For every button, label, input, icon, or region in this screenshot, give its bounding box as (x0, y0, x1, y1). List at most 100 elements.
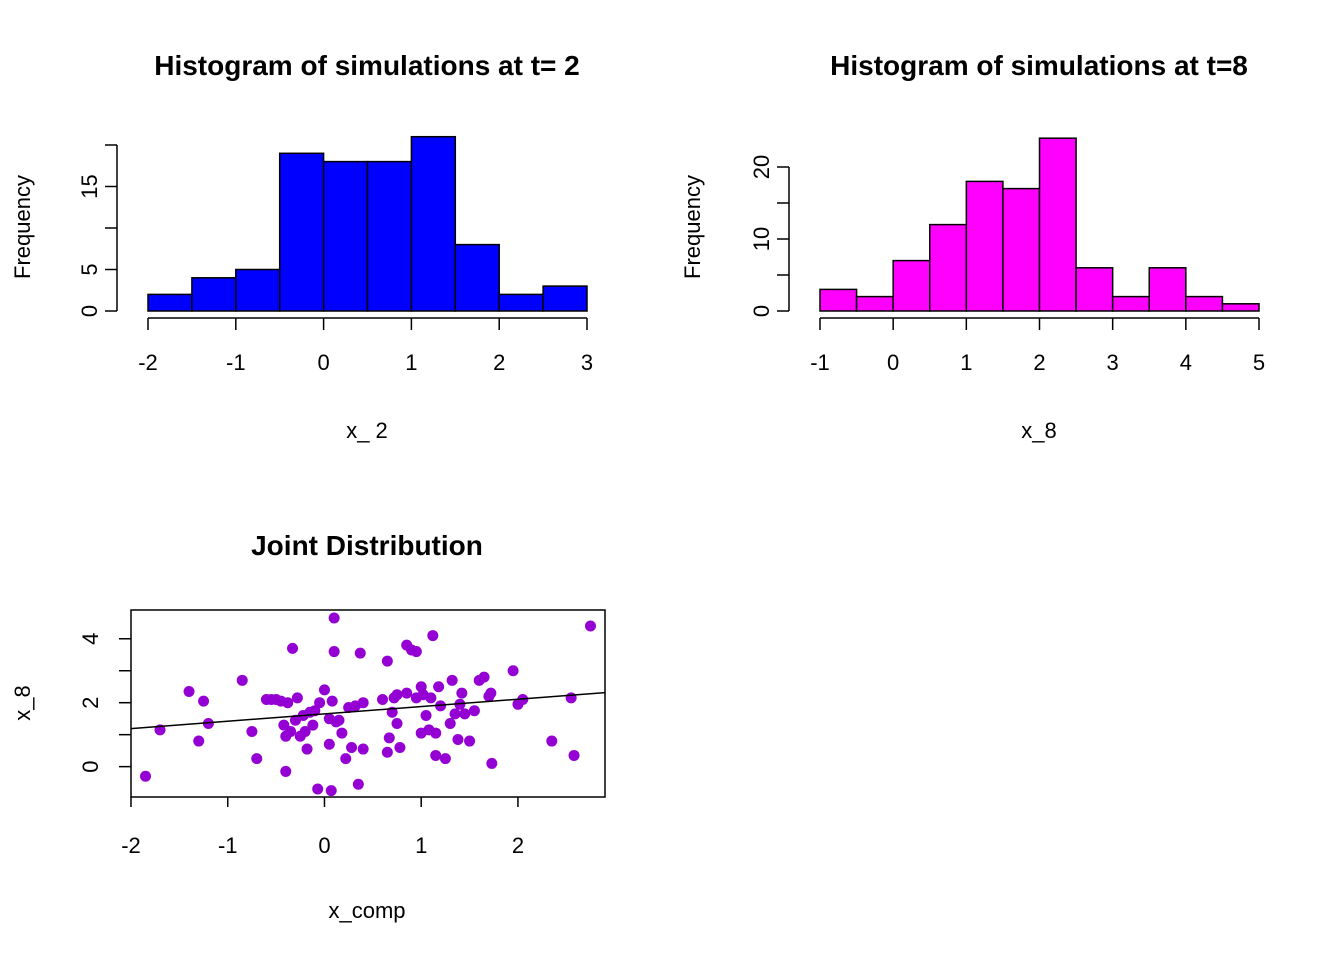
scatter-point (439, 753, 451, 765)
scatter-point (394, 741, 406, 753)
x-tick-label: 2 (493, 350, 505, 375)
x-tick-label: 5 (1253, 350, 1265, 375)
scatter-point (381, 655, 393, 667)
x-axis-label: x_comp (328, 898, 405, 923)
scatter-point (246, 725, 258, 737)
y-tick-label: 4 (78, 633, 103, 645)
histogram-bar (366, 160, 413, 312)
histogram-bar (1038, 137, 1077, 312)
scatter-point (328, 646, 340, 658)
histogram-bar (965, 180, 1004, 312)
scatter-point (565, 692, 577, 704)
scatter-point (251, 753, 263, 765)
x-tick-label: 1 (415, 833, 427, 858)
histogram-bar (819, 288, 858, 312)
scatter-point (425, 692, 437, 704)
scatter-point (464, 735, 476, 747)
scatter-point (357, 697, 369, 709)
x-tick-label: -1 (810, 350, 830, 375)
histogram-bar (1148, 267, 1187, 312)
y-tick-label: 10 (749, 227, 774, 251)
scatter-point (183, 686, 195, 698)
scatter-point (312, 783, 324, 795)
plot-frame (130, 609, 606, 798)
histogram-bar (454, 243, 500, 312)
scatter-point (326, 695, 338, 707)
scatter-point (346, 741, 358, 753)
scatter-point (299, 725, 311, 737)
scatter-point (420, 709, 432, 721)
scatter-point (307, 719, 319, 731)
scatter-point (584, 620, 596, 632)
scatter-point (468, 705, 480, 717)
scatter-point (280, 765, 292, 777)
scatter-point (309, 705, 321, 717)
histogram-bar (322, 160, 369, 312)
y-tick-label: 2 (78, 697, 103, 709)
scatter-point (282, 697, 294, 709)
x-axis-label: x_8 (1021, 418, 1056, 443)
scatter-point (140, 770, 152, 782)
scatter-point (401, 687, 413, 699)
scatter-point (352, 778, 364, 790)
scatter-point (193, 735, 205, 747)
histogram-bar (191, 277, 237, 312)
x-tick-label: 0 (318, 833, 330, 858)
histogram-bar (892, 259, 931, 312)
scatter-point (381, 746, 393, 758)
scatter-point (435, 700, 447, 712)
x-tick-label: 4 (1180, 350, 1192, 375)
histogram-bar (1221, 303, 1260, 312)
y-tick-label: 0 (78, 761, 103, 773)
x-tick-label: 0 (887, 350, 899, 375)
scatter-point (377, 694, 389, 706)
chart-title: Histogram of simulations at t=8 (830, 50, 1248, 81)
histogram-bar (235, 268, 281, 312)
scatter-point (459, 708, 471, 720)
scatter-point (287, 642, 299, 654)
histogram-bar (410, 135, 457, 312)
x-tick-label: -2 (138, 350, 158, 375)
histogram-bar (1185, 295, 1224, 312)
regression-line (131, 691, 605, 730)
x-tick-label: 3 (1107, 350, 1119, 375)
x-tick-label: -2 (121, 833, 141, 858)
y-axis-label: Frequency (680, 175, 705, 279)
x-tick-label: 1 (405, 350, 417, 375)
scatter-point (340, 753, 352, 765)
scatter-point (446, 674, 458, 686)
histogram-bar (1075, 267, 1114, 312)
scatter-point (452, 733, 464, 745)
histogram-bar (278, 152, 325, 312)
y-tick-label: 0 (749, 305, 774, 317)
histogram-bar (1111, 295, 1150, 312)
y-axis-label: Frequency (10, 175, 35, 279)
x-tick-label: -1 (218, 833, 238, 858)
scatter-point (486, 757, 498, 769)
scatter-point (336, 727, 348, 739)
x-tick-label: 0 (317, 350, 329, 375)
x-tick-label: 3 (581, 350, 593, 375)
scatter-point (391, 717, 403, 729)
chart-title: Joint Distribution (251, 530, 483, 561)
scatter-point (444, 717, 456, 729)
scatter-point (354, 647, 366, 659)
scatter-point (323, 738, 335, 750)
scatter-point (325, 785, 337, 797)
histogram-t2-panel: Histogram of simulations at t= 2 x_ 2 Fr… (10, 50, 593, 443)
y-tick-label: 15 (77, 174, 102, 198)
scatter-point (427, 630, 439, 642)
histogram-bar (498, 293, 544, 312)
scatter-point (318, 684, 330, 696)
scatter-point (202, 717, 214, 729)
chart-title: Histogram of simulations at t= 2 (154, 50, 580, 81)
scatter-point (485, 687, 497, 699)
joint-distribution-panel: Joint Distribution x_comp x_8 -2 -1 0 1 2 0 2 4 (10, 530, 606, 923)
scatter-point (285, 725, 297, 737)
scatter-point (383, 732, 395, 744)
scatter-point (333, 714, 345, 726)
scatter-point (456, 687, 468, 699)
histogram-bar (1002, 187, 1041, 312)
x-axis-label: x_ 2 (346, 418, 388, 443)
